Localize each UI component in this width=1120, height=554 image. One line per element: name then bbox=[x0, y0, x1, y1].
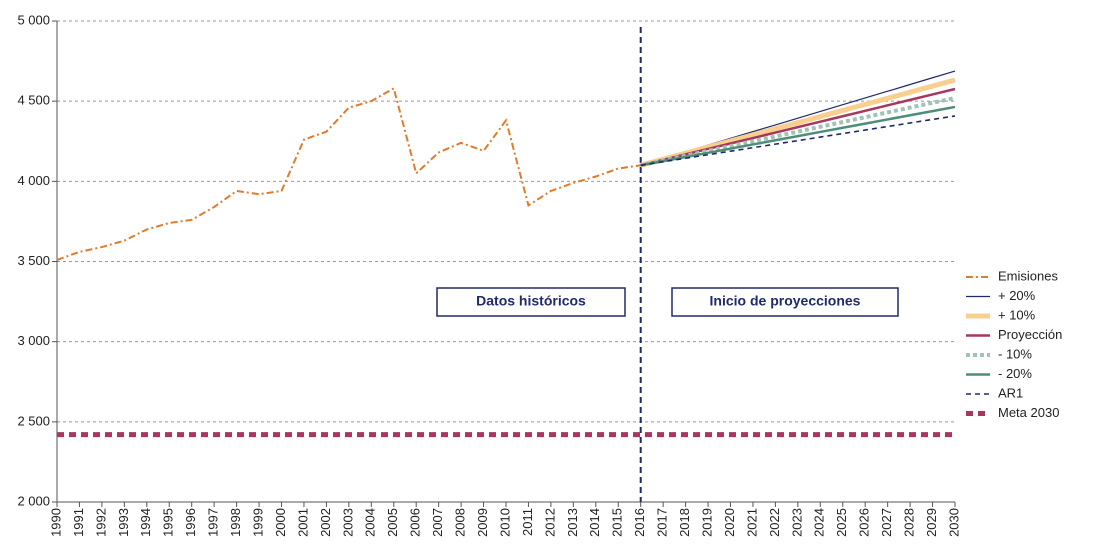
legend-label: AR1 bbox=[998, 385, 1023, 400]
x-tick-label: 2011 bbox=[520, 508, 535, 536]
x-tick-label: 2018 bbox=[677, 508, 692, 537]
x-tick-label: 2019 bbox=[699, 508, 714, 537]
x-tick-label: 2021 bbox=[744, 508, 759, 537]
y-tick-label: 4 000 bbox=[17, 173, 50, 188]
y-tick-label: 3 000 bbox=[17, 333, 50, 348]
x-tick-label: 1996 bbox=[183, 508, 198, 537]
legend-label: Emisiones bbox=[998, 268, 1058, 283]
y-tick-label: 2 500 bbox=[17, 413, 50, 428]
x-tick-label: 2015 bbox=[610, 508, 625, 537]
x-tick-label: 2001 bbox=[295, 508, 310, 537]
x-tick-label: 2024 bbox=[812, 508, 827, 537]
series-line bbox=[640, 87, 956, 167]
annotation: Inicio de proyecciones bbox=[710, 293, 861, 309]
x-tick-label: 2010 bbox=[497, 508, 512, 537]
x-tick-label: 2026 bbox=[857, 508, 872, 537]
x-tick-label: 2009 bbox=[475, 508, 490, 537]
legend-label: Meta 2030 bbox=[998, 405, 1059, 420]
x-tick-label: 1992 bbox=[93, 508, 108, 537]
annotation-box bbox=[436, 287, 626, 317]
series-line bbox=[640, 115, 956, 167]
x-tick-label: 2020 bbox=[722, 508, 737, 537]
legend-label: - 10% bbox=[998, 346, 1032, 361]
x-tick-label: 2002 bbox=[318, 508, 333, 537]
x-tick-label: 2017 bbox=[655, 508, 670, 537]
x-tick-label: 2000 bbox=[273, 508, 288, 537]
series-line bbox=[640, 77, 956, 168]
x-tick-label: 1999 bbox=[250, 508, 265, 537]
legend-label: + 10% bbox=[998, 307, 1036, 322]
x-tick-label: 2013 bbox=[565, 508, 580, 537]
x-tick-label: 2003 bbox=[340, 508, 355, 537]
legend-label: Proyección bbox=[998, 327, 1062, 342]
y-tick-label: 5 000 bbox=[17, 12, 50, 27]
x-tick-label: 1997 bbox=[206, 508, 221, 537]
x-tick-label: 2004 bbox=[363, 508, 378, 537]
annotation-box bbox=[671, 287, 899, 317]
x-tick-label: 1994 bbox=[138, 508, 153, 537]
x-tick-label: 2006 bbox=[408, 508, 423, 537]
series-line bbox=[640, 96, 956, 168]
legend-label: + 20% bbox=[998, 288, 1036, 303]
x-tick-label: 2028 bbox=[902, 508, 917, 537]
legend-label: - 20% bbox=[998, 366, 1032, 381]
x-tick-label: 2014 bbox=[587, 508, 602, 537]
series-line bbox=[640, 105, 956, 167]
x-tick-label: 2012 bbox=[542, 508, 557, 537]
x-tick-label: 2027 bbox=[879, 508, 894, 537]
x-tick-label: 2007 bbox=[430, 508, 445, 537]
annotation: Datos históricos bbox=[476, 293, 586, 309]
x-tick-label: 2030 bbox=[946, 508, 961, 537]
x-tick-label: 2025 bbox=[834, 508, 849, 537]
x-tick-label: 1993 bbox=[116, 508, 131, 537]
x-tick-label: 1998 bbox=[228, 508, 243, 537]
x-tick-label: 2022 bbox=[767, 508, 782, 537]
y-tick-label: 2 000 bbox=[17, 493, 50, 508]
y-tick-label: 4 500 bbox=[17, 93, 50, 108]
x-tick-label: 1995 bbox=[161, 508, 176, 537]
x-tick-label: 1991 bbox=[71, 508, 86, 537]
x-tick-label: 2008 bbox=[453, 508, 468, 537]
x-tick-label: 1990 bbox=[48, 508, 63, 537]
x-tick-label: 2029 bbox=[924, 508, 939, 537]
x-tick-label: 2016 bbox=[632, 508, 647, 537]
y-tick-label: 3 500 bbox=[17, 253, 50, 268]
x-tick-label: 2023 bbox=[789, 508, 804, 537]
x-tick-label: 2005 bbox=[385, 508, 400, 537]
series-line bbox=[56, 86, 641, 261]
